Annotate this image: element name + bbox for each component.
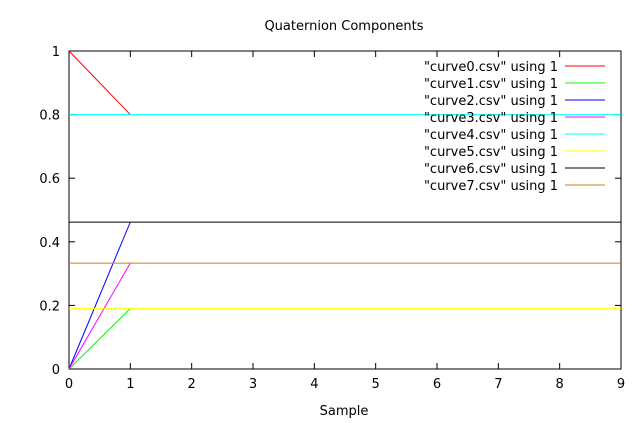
- x-axis-label: Sample: [320, 404, 369, 419]
- legend-label-6: "curve6.csv" using 1: [424, 162, 558, 177]
- legend-label-2: "curve2.csv" using 1: [424, 94, 558, 109]
- x-tick-label: 0: [65, 377, 73, 392]
- legend-label-0: "curve0.csv" using 1: [424, 60, 558, 75]
- x-tick-label: 9: [617, 377, 625, 392]
- y-tick-label: 0.8: [39, 109, 60, 124]
- x-tick-label: 3: [249, 377, 257, 392]
- x-tick-label: 1: [126, 377, 134, 392]
- legend-label-3: "curve3.csv" using 1: [424, 111, 558, 126]
- x-tick-label: 2: [188, 377, 196, 392]
- series-lines: [68, 50, 621, 370]
- legend: "curve0.csv" using 1 "curve1.csv" using 1…: [424, 60, 605, 194]
- x-tick-label: 5: [372, 377, 380, 392]
- legend-label-1: "curve1.csv" using 1: [424, 77, 558, 92]
- series-line-2: [68, 221, 131, 370]
- series-line-1: [68, 308, 131, 370]
- y-tick-label: 0.2: [39, 299, 60, 314]
- y-tick-label: 0.6: [39, 172, 60, 187]
- plot-frame: [68, 50, 622, 370]
- legend-label-5: "curve5.csv" using 1: [424, 145, 558, 160]
- legend-label-7: "curve7.csv" using 1: [424, 179, 558, 194]
- y-tick-label: 0.4: [39, 236, 60, 251]
- x-tick-label: 4: [310, 377, 318, 392]
- chart-title: Quaternion Components: [264, 19, 423, 34]
- axis-ticks: 0 1 2 3 4 5 6 7 8 9 0 0.2 0.4 0.6 0.8 1: [39, 45, 625, 392]
- series-line-3: [68, 262, 131, 370]
- legend-label-4: "curve4.csv" using 1: [424, 128, 558, 143]
- x-tick-label: 8: [556, 377, 564, 392]
- y-tick-label: 0: [52, 363, 60, 378]
- x-tick-label: 7: [494, 377, 502, 392]
- y-tick-label: 1: [52, 45, 60, 60]
- series-line-0: [68, 50, 131, 115]
- x-tick-label: 6: [433, 377, 441, 392]
